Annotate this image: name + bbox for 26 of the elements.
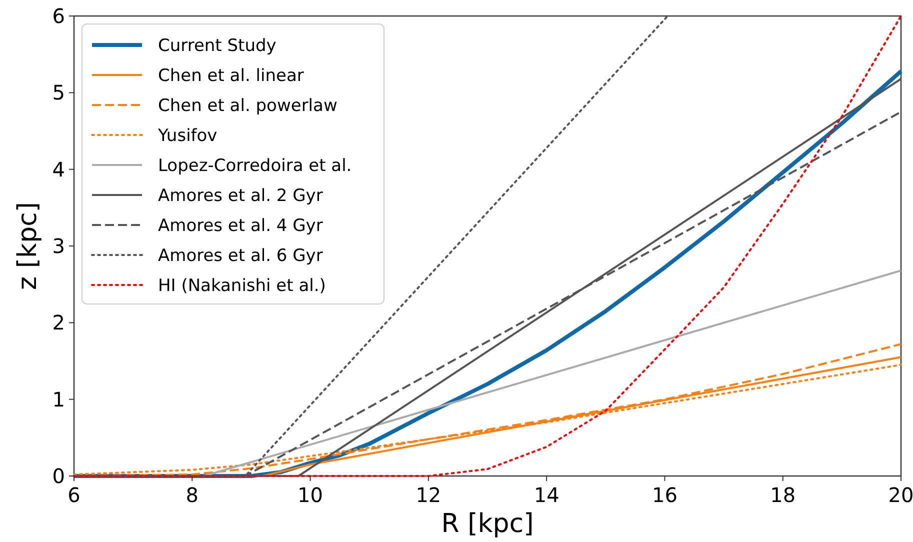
- y-tick-label: 1: [52, 387, 65, 412]
- y-tick-label: 2: [52, 310, 65, 335]
- x-tick-label: 6: [68, 483, 80, 507]
- x-tick-label: 18: [770, 483, 796, 507]
- y-tick-label: 4: [52, 157, 65, 182]
- legend-label: Amores et al. 6 Gyr: [158, 246, 323, 266]
- x-tick-label: 8: [186, 483, 199, 507]
- y-axis-title: z [kpc]: [13, 202, 43, 290]
- x-tick-label: 12: [416, 483, 442, 507]
- y-tick-label: 0: [52, 464, 65, 488]
- legend-label: Amores et al. 4 Gyr: [158, 216, 323, 236]
- legend-label: Yusifov: [157, 126, 218, 146]
- legend-label: Chen et al. powerlaw: [158, 96, 338, 116]
- x-tick-label: 16: [652, 483, 678, 507]
- x-tick-label: 20: [888, 483, 913, 507]
- legend-label: Current Study: [158, 36, 276, 56]
- x-tick-label: 14: [534, 483, 560, 507]
- x-tick-label: 10: [298, 483, 324, 507]
- legend-label: Lopez-Corredoira et al.: [158, 156, 352, 176]
- x-axis-title: R [kpc]: [441, 509, 534, 539]
- y-tick-label: 3: [52, 234, 65, 258]
- y-tick-label: 6: [52, 4, 65, 28]
- legend-label: Chen et al. linear: [158, 66, 304, 86]
- legend-label: Amores et al. 2 Gyr: [158, 186, 323, 206]
- y-tick-label: 5: [52, 80, 65, 105]
- legend-label: HI (Nakanishi et al.): [158, 276, 326, 296]
